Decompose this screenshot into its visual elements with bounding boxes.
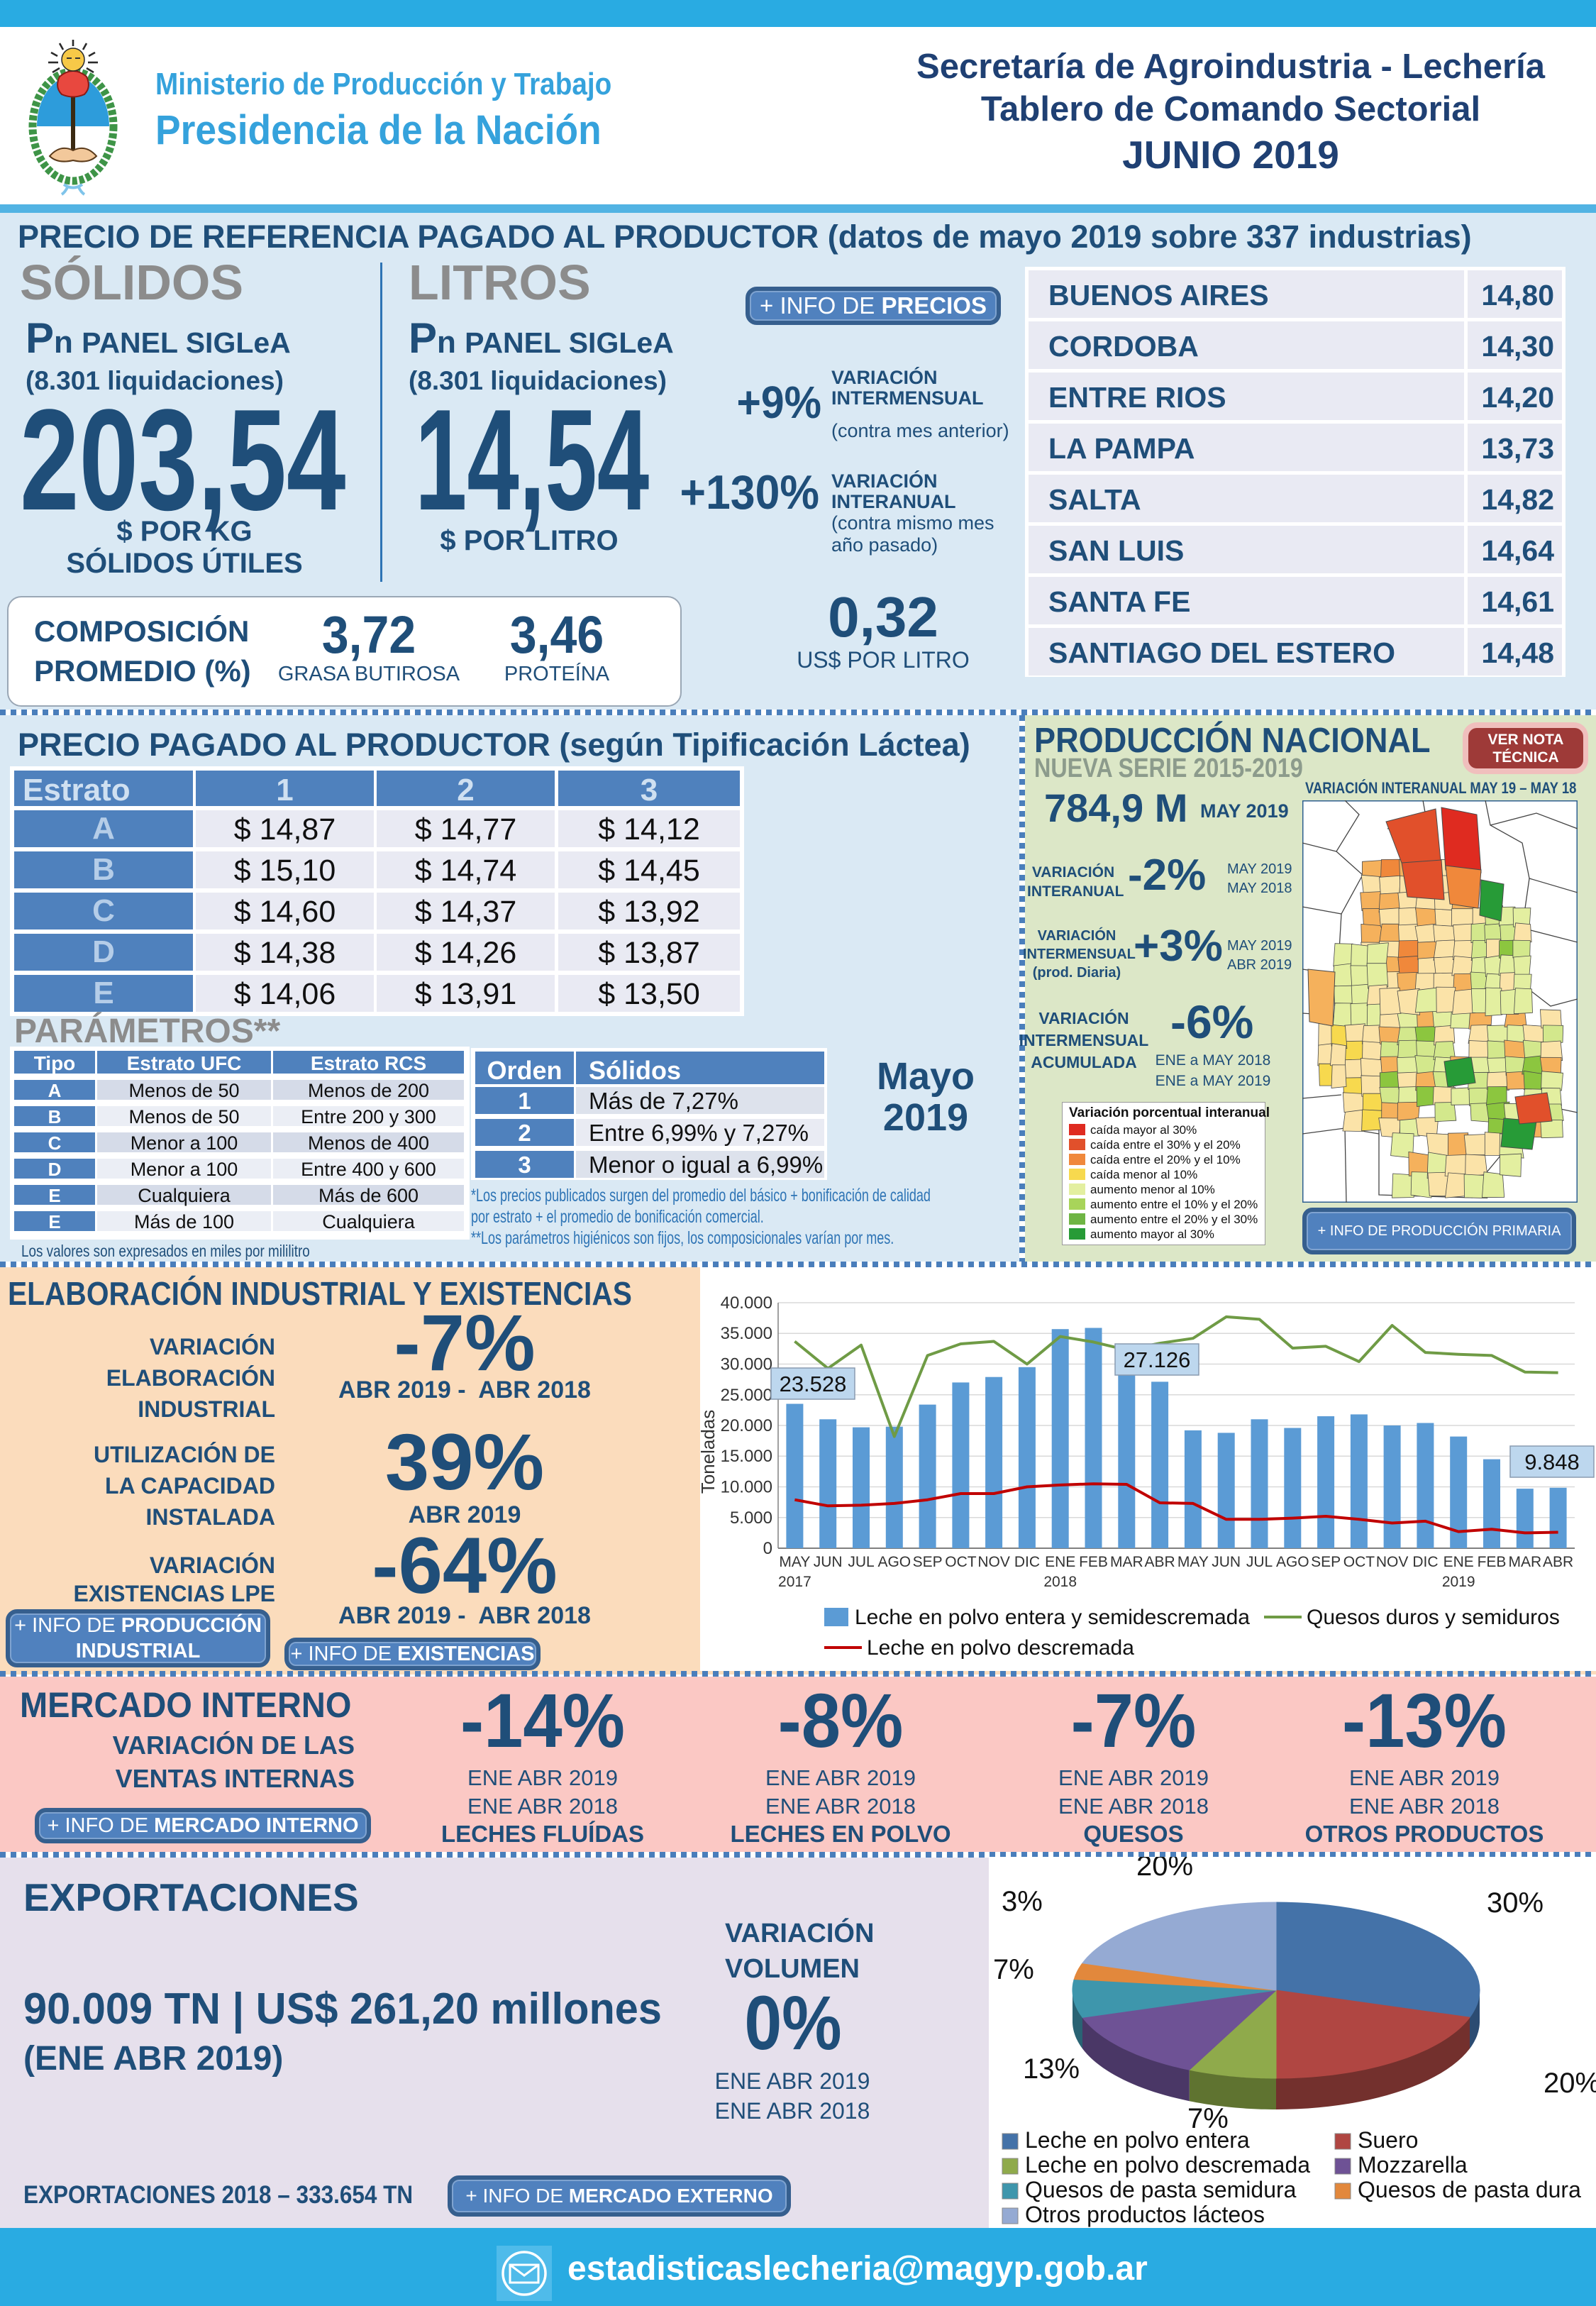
svg-text:Quesos duros y semiduros: Quesos duros y semiduros <box>1307 1606 1560 1629</box>
svg-text:23.528: 23.528 <box>780 1372 847 1396</box>
svg-text:2018: 2018 <box>1043 1574 1077 1590</box>
svg-text:MAY: MAY <box>1177 1554 1209 1570</box>
svg-text:MAY: MAY <box>779 1554 810 1570</box>
svg-text:2017: 2017 <box>778 1574 811 1590</box>
svg-text:35.000: 35.000 <box>721 1324 772 1343</box>
svg-text:Quesos de pasta semidura: Quesos de pasta semidura <box>1025 2177 1297 2202</box>
svg-text:OCT: OCT <box>945 1554 977 1570</box>
svg-text:Leche en polvo entera: Leche en polvo entera <box>1025 2127 1250 2153</box>
svg-text:Otros productos lácteos: Otros productos lácteos <box>1025 2202 1265 2227</box>
svg-text:7%: 7% <box>993 1954 1034 1985</box>
svg-text:15.000: 15.000 <box>721 1447 772 1466</box>
svg-text:SEP: SEP <box>1311 1554 1341 1570</box>
svg-text:7%: 7% <box>1187 2103 1229 2134</box>
svg-text:20%: 20% <box>1136 1857 1193 1882</box>
svg-text:NOV: NOV <box>1376 1554 1409 1570</box>
svg-text:OCT: OCT <box>1343 1554 1375 1570</box>
svg-text:JUN: JUN <box>1212 1554 1241 1570</box>
svg-text:25.000: 25.000 <box>721 1386 772 1405</box>
svg-text:13%: 13% <box>1023 2053 1080 2085</box>
svg-text:AGO: AGO <box>1276 1554 1309 1570</box>
svg-text:40.000: 40.000 <box>721 1293 772 1313</box>
svg-text:30.000: 30.000 <box>721 1355 772 1374</box>
svg-text:MAR: MAR <box>1508 1554 1541 1570</box>
svg-text:Leche en polvo descremada: Leche en polvo descremada <box>867 1636 1134 1660</box>
svg-text:0: 0 <box>763 1539 772 1558</box>
svg-text:Toneladas: Toneladas <box>700 1410 719 1494</box>
svg-text:30%: 30% <box>1487 1887 1544 1919</box>
svg-text:5.000: 5.000 <box>730 1508 772 1528</box>
svg-text:Leche en polvo descremada: Leche en polvo descremada <box>1025 2152 1310 2178</box>
svg-text:AGO: AGO <box>877 1554 911 1570</box>
svg-text:2019: 2019 <box>1442 1574 1475 1590</box>
svg-text:20.000: 20.000 <box>721 1416 772 1435</box>
svg-text:Mozzarella: Mozzarella <box>1358 2152 1468 2178</box>
svg-text:DIC: DIC <box>1412 1554 1438 1570</box>
svg-text:9.848: 9.848 <box>1524 1450 1580 1474</box>
svg-text:3%: 3% <box>1002 1886 1043 1917</box>
svg-text:FEB: FEB <box>1079 1554 1108 1570</box>
svg-text:ABR: ABR <box>1145 1554 1175 1570</box>
svg-text:Quesos de pasta dura: Quesos de pasta dura <box>1358 2177 1581 2202</box>
svg-text:10.000: 10.000 <box>721 1478 772 1497</box>
svg-text:NOV: NOV <box>977 1554 1010 1570</box>
svg-text:27.126: 27.126 <box>1124 1347 1191 1372</box>
svg-text:Suero: Suero <box>1358 2127 1418 2153</box>
svg-text:FEB: FEB <box>1478 1554 1507 1570</box>
svg-text:JUN: JUN <box>814 1554 843 1570</box>
svg-text:20%: 20% <box>1544 2068 1596 2099</box>
svg-text:DIC: DIC <box>1014 1554 1040 1570</box>
svg-text:ABR: ABR <box>1543 1554 1573 1570</box>
svg-text:ENE: ENE <box>1045 1554 1075 1570</box>
svg-text:SEP: SEP <box>913 1554 943 1570</box>
svg-text:ENE: ENE <box>1443 1554 1474 1570</box>
svg-text:JUL: JUL <box>1246 1554 1273 1570</box>
svg-text:MAR: MAR <box>1110 1554 1143 1570</box>
svg-text:Leche en polvo entera y semide: Leche en polvo entera y semidescremada <box>855 1606 1250 1629</box>
svg-text:JUL: JUL <box>848 1554 874 1570</box>
